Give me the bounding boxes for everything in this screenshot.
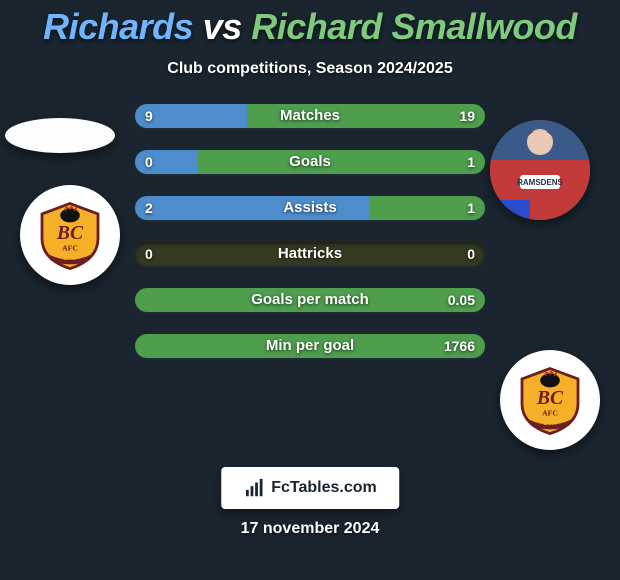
title-vs: vs	[203, 6, 242, 47]
title-right-name: Richard Smallwood	[251, 6, 577, 47]
svg-text:BC: BC	[56, 223, 84, 244]
stat-label: Min per goal	[135, 334, 485, 358]
stats-container: 919Matches 01Goals 21Assists 00Hattricks 0.0…	[135, 104, 485, 358]
club-badge-icon: BC AFC BANT	[35, 200, 105, 270]
svg-text:BANT: BANT	[543, 421, 557, 427]
title-left-name: Richards	[43, 6, 193, 47]
stat-label: Hattricks	[135, 242, 485, 266]
player-left-oval-placeholder	[5, 118, 115, 153]
date-text: 17 november 2024	[0, 520, 620, 538]
stat-label: Goals	[135, 150, 485, 174]
player-right-photo-placeholder: RAMSDENS	[490, 120, 590, 220]
club-badge-left: BC AFC BANT	[20, 185, 120, 285]
brand-box: FcTables.com	[221, 467, 399, 509]
stat-row: 0.05Goals per match	[135, 288, 485, 312]
stat-row: 21Assists	[135, 196, 485, 220]
club-badge-right: BC AFC BANT	[500, 350, 600, 450]
svg-text:RAMSDENS: RAMSDENS	[517, 178, 563, 187]
subtitle: Club competitions, Season 2024/2025	[0, 60, 620, 78]
svg-text:BANT: BANT	[63, 256, 77, 262]
chart-icon	[243, 477, 265, 499]
club-badge-icon: BC AFC BANT	[515, 365, 585, 435]
stat-label: Goals per match	[135, 288, 485, 312]
stat-row: 1766Min per goal	[135, 334, 485, 358]
stat-row: 00Hattricks	[135, 242, 485, 266]
svg-text:BC: BC	[536, 388, 564, 409]
stat-row: 919Matches	[135, 104, 485, 128]
svg-text:AFC: AFC	[542, 408, 558, 417]
stat-row: 01Goals	[135, 150, 485, 174]
stat-label: Matches	[135, 104, 485, 128]
brand-text: FcTables.com	[271, 479, 377, 497]
comparison-title: Richards vs Richard Smallwood	[0, 0, 620, 48]
stat-label: Assists	[135, 196, 485, 220]
svg-text:AFC: AFC	[62, 243, 78, 252]
